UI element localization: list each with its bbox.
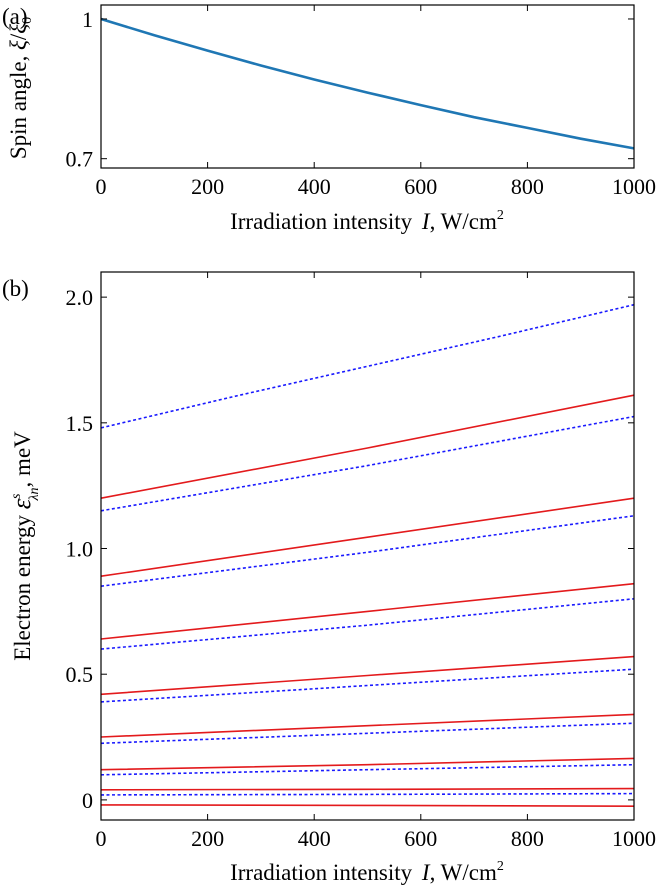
panel-a-label: (a)	[2, 4, 28, 29]
panel-b-x-tick-label: 400	[298, 826, 331, 851]
panel-b-series-line-8	[100, 655, 635, 696]
panel-a-series-line-1	[100, 17, 635, 150]
panel-a-series	[100, 17, 635, 150]
panel-b-series-line-9	[100, 668, 635, 703]
panel-b-x-axis-title: Irradiation intensity I, W/cm2	[230, 859, 504, 885]
panel-a: (a) 0 200 400 600 800 1000 1 0.7 Irradiation in…	[2, 4, 656, 234]
panel-b-frame	[100, 271, 635, 821]
panel-b-ticks: 0 200 400 600 800 1000 0 0.5 1.0 1.5 2.0	[66, 272, 656, 851]
panel-b-y-tick-label: 2.0	[66, 285, 94, 310]
panel-b-series	[100, 303, 635, 807]
panel-a-y-tick-label: 0.7	[66, 147, 94, 172]
panel-b-series-line-16	[100, 303, 635, 429]
panel-a-x-tick-label: 200	[191, 174, 224, 199]
panel-b-series-line-7	[100, 722, 635, 745]
panel-a-frame	[100, 4, 635, 169]
panel-a-x-tick-label: 600	[404, 174, 437, 199]
panel-b-x-tick-label: 1000	[612, 826, 656, 851]
panel-b-series-line-13	[100, 515, 635, 587]
panel-b-series-line-14	[100, 394, 635, 499]
panel-b-y-tick-label: 1.0	[66, 537, 94, 562]
panel-b: (b) 0 200 400 600 800 1000 0 0.5 1.0 1.5 2.0 Irrad…	[2, 271, 656, 885]
panel-b-series-line-5	[100, 763, 635, 776]
panel-b-x-tick-label: 200	[191, 826, 224, 851]
panel-b-y-tick-label: 0	[82, 788, 93, 813]
panel-b-series-line-6	[100, 713, 635, 738]
panel-b-series-line-15	[100, 415, 635, 512]
panel-a-x-axis-title: Irradiation intensity I, W/cm2	[230, 208, 504, 234]
panel-a-x-tick-label: 0	[96, 174, 107, 199]
panel-b-series-line-12	[100, 497, 635, 577]
panel-a-x-tick-label: 800	[511, 174, 544, 199]
panel-b-label: (b)	[2, 276, 29, 301]
panel-b-x-tick-label: 800	[511, 826, 544, 851]
panel-b-series-line-2	[100, 787, 635, 791]
panel-b-series-line-11	[100, 598, 635, 650]
panel-b-series-line-4	[100, 757, 635, 771]
panel-a-y-axis-title: Spin angle, ξ/ξ0	[6, 17, 35, 159]
panel-a-ticks: 0 200 400 600 800 1000 1 0.7	[66, 5, 656, 199]
panel-b-series-line-3	[100, 792, 635, 796]
panel-b-y-tick-label: 1.5	[66, 411, 94, 436]
panel-b-series-line-10	[100, 582, 635, 640]
panel-a-y-tick-label: 1	[82, 7, 93, 32]
panel-b-series-line-1	[100, 804, 635, 807]
panel-b-y-axis-title: Electron energy εs λn, meV	[7, 431, 42, 661]
panel-a-x-tick-label: 400	[298, 174, 331, 199]
panel-a-x-tick-label: 1000	[612, 174, 656, 199]
panel-b-x-tick-label: 600	[404, 826, 437, 851]
panel-b-y-tick-label: 0.5	[66, 662, 94, 687]
panel-b-x-tick-label: 0	[96, 826, 107, 851]
